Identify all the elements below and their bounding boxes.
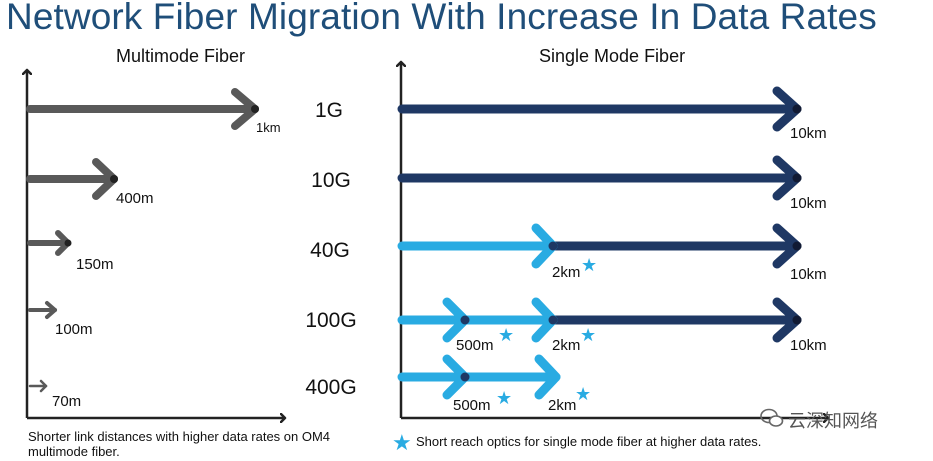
mm-arrow-40g <box>27 230 71 256</box>
join-dot <box>792 104 802 114</box>
rate-1g: 1G <box>314 99 343 122</box>
join-dot <box>251 105 259 113</box>
sm-arrow-40g <box>397 223 802 269</box>
star-icon: ★ <box>581 255 598 275</box>
sm-arrow-1g <box>397 86 802 132</box>
rate-40g: 40G <box>310 239 350 262</box>
sm-distance-1g-10km: 10km <box>790 125 827 142</box>
singlemode-note: Short reach optics for single mode fiber… <box>416 434 762 449</box>
rate-10g: 10G <box>311 169 351 192</box>
star-icon: ★ <box>496 388 513 408</box>
star-icon: ★ <box>575 384 592 404</box>
sm-arrow-10g <box>397 155 802 201</box>
sm-distance-40g-2km: 2km <box>552 264 581 281</box>
wechat-icon <box>760 408 784 433</box>
sm-distance-100g-500m: 500m <box>456 337 494 354</box>
sm-distance-400g-2km: 2km <box>548 397 577 414</box>
join-dot <box>460 372 470 382</box>
join-dot <box>792 241 802 251</box>
mm-distance-10g: 400m <box>116 190 154 207</box>
mm-arrow-100g <box>28 301 57 319</box>
mm-distance-1g: 1km <box>256 120 281 135</box>
multimode-note: Shorter link distances with higher data … <box>28 429 331 459</box>
sm-distance-40g-10km: 10km <box>790 266 827 283</box>
join-dot <box>460 315 470 325</box>
watermark-text: 云深知网络 <box>788 411 878 431</box>
singlemode-title: Single Mode Fiber <box>539 46 686 66</box>
mm-arrow-400g <box>28 379 48 393</box>
legend-star-icon: ★ <box>392 430 412 455</box>
mm-distance-40g: 150m <box>76 256 114 273</box>
mm-arrow-10g <box>26 158 118 200</box>
mm-distance-100g: 100m <box>55 321 93 338</box>
sm-distance-100g-2km: 2km <box>552 337 581 354</box>
mm-arrow-1g <box>26 88 259 130</box>
join-dot <box>792 315 802 325</box>
join-dot <box>548 315 558 325</box>
join-dot <box>110 175 118 183</box>
join-dot <box>548 241 558 251</box>
rate-100g: 100G <box>305 309 357 332</box>
multimode-title: Multimode Fiber <box>116 46 246 66</box>
join-dot <box>792 173 802 183</box>
sm-distance-100g-10km: 10km <box>790 337 827 354</box>
rate-400g: 400G <box>305 376 357 399</box>
star-icon: ★ <box>580 325 597 345</box>
sm-arrow-400g <box>397 354 561 400</box>
page-title: Network Fiber Migration With Increase In… <box>6 0 877 37</box>
star-icon: ★ <box>498 325 515 345</box>
sm-distance-400g-500m: 500m <box>453 397 491 414</box>
mm-distance-400g: 70m <box>52 393 82 410</box>
sm-distance-10g-10km: 10km <box>790 195 827 212</box>
join-dot <box>64 239 72 247</box>
